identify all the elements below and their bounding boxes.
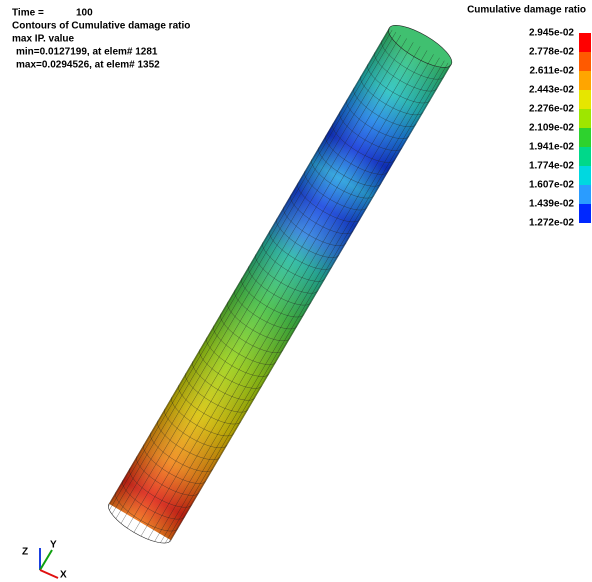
mesh-line [165, 63, 448, 543]
legend-swatch [579, 109, 591, 128]
mesh-line [108, 29, 390, 507]
legend: 2.945e-02 2.778e-02 2.611e-02 2.443e-02 2.27… [529, 28, 591, 229]
mesh-line [121, 38, 407, 523]
header-line: max=0.0294526, at elem# 1352 [16, 60, 160, 71]
triad-x [40, 570, 58, 578]
mesh-line [148, 54, 434, 539]
mesh-line [127, 42, 413, 528]
legend-label: 2.276e-02 [529, 104, 574, 115]
cylinder [103, 18, 457, 551]
axis-triad: Z Y X [22, 540, 67, 581]
header-line: max IP. value [12, 34, 75, 45]
mesh-line [169, 64, 451, 542]
legend-swatch [579, 147, 591, 166]
legend-label: 1.941e-02 [529, 142, 574, 153]
legend-swatch [579, 128, 591, 147]
mesh-line [112, 32, 396, 514]
legend-swatch [579, 166, 591, 185]
legend-swatch [579, 33, 591, 52]
legend-label: 1.607e-02 [529, 180, 574, 191]
legend-label: 1.774e-02 [529, 161, 574, 172]
mesh-line [160, 61, 444, 543]
time-value: 100 [76, 8, 93, 19]
legend-label: 1.439e-02 [529, 199, 574, 210]
legend-label: 2.109e-02 [529, 123, 574, 134]
mesh-line [109, 28, 389, 504]
legend-swatch [579, 185, 591, 204]
mesh-line [116, 35, 401, 519]
legend-swatch [579, 90, 591, 109]
triad-y [40, 550, 52, 570]
viewport: Time = 100 Contours of Cumulative damage… [0, 0, 592, 582]
mesh-line [109, 30, 392, 510]
header-line: Contours of Cumulative damage ratio [12, 21, 190, 32]
triad-x-label: X [60, 570, 67, 581]
mesh-line [155, 58, 440, 542]
header-line: min=0.0127199, at elem# 1281 [16, 47, 158, 58]
time-label: Time = [12, 8, 44, 19]
triad-z-label: Z [22, 547, 28, 558]
mesh-line [141, 50, 427, 536]
legend-swatch [579, 204, 591, 223]
mesh-line [171, 65, 451, 541]
legend-title: Cumulative damage ratio [467, 5, 586, 16]
legend-label: 2.443e-02 [529, 85, 574, 96]
triad-y-label: Y [50, 540, 57, 551]
legend-label: 2.778e-02 [529, 47, 574, 58]
legend-label: 2.945e-02 [529, 28, 574, 39]
legend-swatch [579, 71, 591, 90]
legend-label: 1.272e-02 [529, 218, 574, 229]
legend-label: 2.611e-02 [530, 66, 575, 77]
legend-swatch [579, 52, 591, 71]
mesh-line [134, 46, 420, 532]
